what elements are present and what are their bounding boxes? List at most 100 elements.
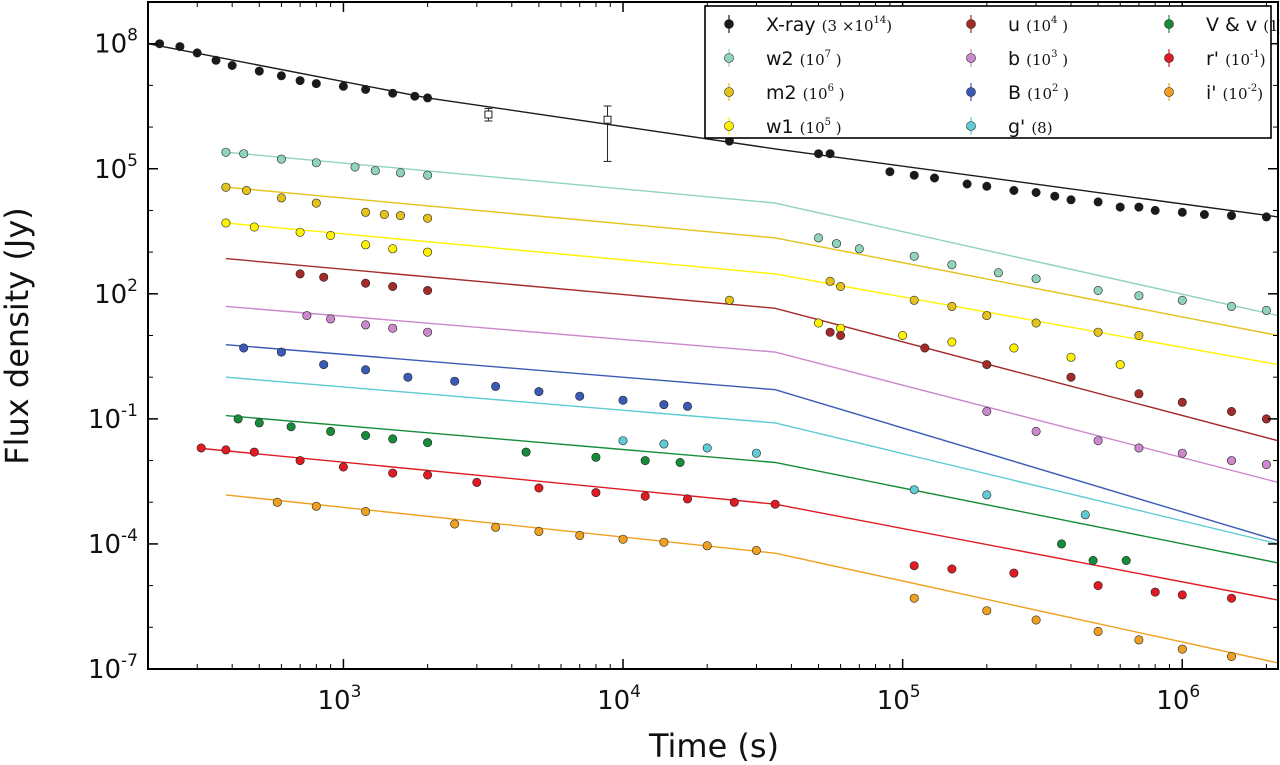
y-tick-label: 102 <box>94 276 138 310</box>
legend-marker <box>724 87 734 97</box>
legend-marker <box>1164 53 1174 63</box>
data-point <box>249 222 259 232</box>
data-point <box>575 391 585 401</box>
data-point <box>836 281 846 291</box>
data-point <box>1050 191 1060 201</box>
data-point <box>326 426 336 436</box>
data-point <box>920 343 930 353</box>
data-point <box>286 422 296 432</box>
data-point <box>909 251 919 261</box>
data-point <box>1150 587 1160 597</box>
data-point <box>947 337 957 347</box>
data-point <box>813 233 823 243</box>
model-curve-2 <box>225 186 1279 337</box>
data-point <box>1093 436 1103 446</box>
data-point <box>326 314 336 324</box>
data-point <box>1227 211 1237 221</box>
legend: X-ray (3 ×1014) w2 (107 ) m2 (106 ) w1 (105… <box>704 5 1280 139</box>
data-point <box>311 158 321 168</box>
data-point <box>640 491 650 501</box>
data-point <box>702 541 712 551</box>
data-point <box>350 162 360 172</box>
data-point <box>242 186 252 196</box>
data-point <box>1261 212 1271 222</box>
data-point <box>388 323 398 333</box>
data-point <box>521 447 531 457</box>
legend-marker <box>966 121 976 131</box>
data-point <box>982 360 992 370</box>
data-point <box>575 530 585 540</box>
data-point <box>1134 291 1144 301</box>
data-point <box>640 456 650 466</box>
data-point <box>423 93 433 103</box>
data-point <box>276 347 286 357</box>
data-point <box>898 330 908 340</box>
data-point <box>388 244 398 254</box>
y-tick-label: 10-1 <box>88 401 138 435</box>
data-point <box>1134 443 1144 453</box>
x-tick-label: 103 <box>317 682 361 716</box>
data-point <box>1134 330 1144 340</box>
data-point <box>276 154 286 164</box>
data-point <box>311 501 321 511</box>
data-point <box>729 497 739 507</box>
data-point <box>929 173 939 183</box>
model-curve-7 <box>225 376 1279 545</box>
model-curve-8 <box>225 414 1279 564</box>
data-point <box>388 434 398 444</box>
data-point <box>1031 188 1041 198</box>
data-point <box>423 170 433 180</box>
data-point <box>1134 635 1144 645</box>
open-data-point <box>603 115 612 124</box>
data-point <box>1093 197 1103 207</box>
data-point <box>659 400 669 410</box>
data-point <box>1150 205 1160 215</box>
data-point <box>854 244 864 254</box>
data-point <box>1115 360 1125 370</box>
data-point <box>1177 295 1187 305</box>
data-point <box>1009 186 1019 196</box>
data-point <box>909 295 919 305</box>
data-point <box>591 452 601 462</box>
y-tick-label: 10-4 <box>88 526 138 560</box>
data-point <box>702 443 712 453</box>
data-point <box>472 477 482 487</box>
data-point <box>618 436 628 446</box>
data-point <box>361 84 371 94</box>
data-point <box>196 443 206 453</box>
legend-label: m2 (106 ) <box>766 82 845 104</box>
data-point <box>249 447 259 457</box>
legend-marker <box>724 19 734 29</box>
x-axis-title: Time (s) <box>648 727 779 765</box>
data-point <box>836 330 846 340</box>
legend-label: X-ray (3 ×1014) <box>766 14 892 36</box>
data-point <box>1066 372 1076 382</box>
data-point <box>1088 555 1098 565</box>
data-point <box>361 365 371 375</box>
data-point <box>361 430 371 440</box>
data-point <box>1199 210 1209 220</box>
data-point <box>233 414 243 424</box>
data-point <box>1031 615 1041 625</box>
data-point <box>962 179 972 189</box>
legend-marker <box>966 87 976 97</box>
data-point <box>947 564 957 574</box>
data-point <box>423 327 433 337</box>
data-point <box>221 445 231 455</box>
data-point <box>450 376 460 386</box>
x-tick-label: 104 <box>597 682 641 716</box>
model-curve-0 <box>147 43 1279 218</box>
data-point <box>659 439 669 449</box>
model-curve-9 <box>197 447 1279 601</box>
data-point <box>825 149 835 159</box>
legend-label: w1 (105 ) <box>766 116 842 138</box>
data-point <box>388 88 398 98</box>
data-point <box>379 210 389 220</box>
data-point <box>302 311 312 321</box>
data-point <box>1177 207 1187 217</box>
data-point <box>227 60 237 70</box>
data-point <box>423 285 433 295</box>
legend-label: i' (10-2) <box>1206 82 1263 104</box>
data-point <box>395 211 405 221</box>
model-curves <box>147 43 1279 664</box>
